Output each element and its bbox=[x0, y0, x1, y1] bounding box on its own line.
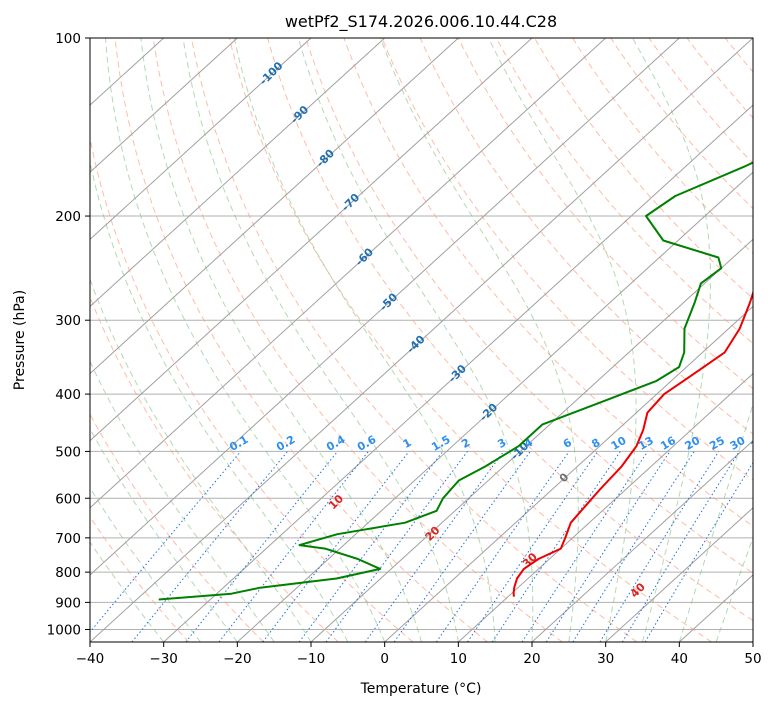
dry-adiabat bbox=[90, 515, 190, 642]
x-tick-label: 30 bbox=[597, 651, 614, 667]
isotherm-line bbox=[163, 104, 753, 642]
dry-adiabat bbox=[457, 38, 753, 390]
isotherm-line bbox=[90, 38, 533, 442]
y-tick-label: 200 bbox=[55, 209, 81, 225]
mixing-ratio-line bbox=[572, 451, 695, 642]
x-tick-label: 40 bbox=[671, 651, 688, 667]
dry-adiabat bbox=[305, 38, 753, 574]
x-tick-label: −30 bbox=[149, 651, 178, 667]
dry-adiabat bbox=[152, 38, 563, 642]
plot-area: -100-90-80-70-60-50-40-30-20-10010203040… bbox=[90, 38, 768, 642]
mixing-ratio-line bbox=[185, 451, 338, 642]
moist-adiabat bbox=[90, 159, 349, 642]
moist-adiabat bbox=[632, 38, 711, 642]
moist-adiabat bbox=[233, 38, 496, 642]
y-tick-label: 500 bbox=[55, 444, 81, 460]
moist-adiabat bbox=[297, 38, 534, 642]
isotherm-line bbox=[531, 439, 753, 642]
y-tick-label: 900 bbox=[55, 595, 81, 611]
plot-frame bbox=[89, 37, 754, 643]
isotherm-line bbox=[90, 38, 312, 241]
isotherm-line bbox=[605, 507, 753, 642]
isotherm-line bbox=[90, 38, 607, 509]
x-tick-label: −10 bbox=[297, 651, 326, 667]
y-tick-label: 600 bbox=[55, 491, 81, 507]
moist-adiabat bbox=[90, 486, 201, 642]
mixing-ratio-line bbox=[467, 451, 599, 642]
x-tick-label: 0 bbox=[380, 651, 389, 667]
dry-adiabat bbox=[495, 38, 753, 345]
mixing-ratio-line bbox=[131, 451, 288, 642]
y-tick-label: 800 bbox=[55, 565, 81, 581]
dewpoint-profile-line bbox=[158, 161, 753, 601]
mixing-ratio-line bbox=[393, 451, 531, 642]
x-tick-label: −40 bbox=[76, 651, 105, 667]
x-tick-label: −20 bbox=[223, 651, 252, 667]
mixing-ratio-line bbox=[621, 451, 740, 642]
dry-adiabat bbox=[190, 38, 638, 642]
dry-adiabat bbox=[90, 413, 264, 642]
isotherm-line bbox=[90, 38, 459, 375]
dry-adiabat bbox=[267, 38, 753, 622]
temperature-profile-line bbox=[512, 289, 753, 597]
y-tick-label: 400 bbox=[55, 387, 81, 403]
y-tick-label: 300 bbox=[55, 313, 81, 329]
y-axis-title: Pressure (hPa) bbox=[12, 290, 28, 390]
mixing-ratio-line bbox=[545, 451, 671, 642]
y-tick-label: 100 bbox=[55, 31, 81, 47]
moist-adiabat bbox=[105, 38, 386, 642]
isotherm-line bbox=[236, 171, 753, 642]
x-axis-title: Temperature (°C) bbox=[360, 681, 482, 697]
chart-title: wetPf2_S174.2026.006.10.44.C28 bbox=[285, 12, 557, 32]
dry-adiabat bbox=[229, 38, 712, 642]
isotherm-line bbox=[457, 372, 753, 642]
dry-adiabat bbox=[343, 38, 753, 527]
mixing-ratio-line bbox=[644, 461, 753, 642]
isotherm-line bbox=[384, 305, 753, 642]
x-tick-label: 50 bbox=[744, 651, 761, 667]
mixing-ratio-line bbox=[218, 451, 369, 642]
moist-adiabat bbox=[90, 427, 238, 642]
x-tick-label: 10 bbox=[450, 651, 467, 667]
mixing-ratio-label: 36 bbox=[748, 434, 768, 453]
isotherm-line bbox=[90, 38, 680, 576]
dry-adiabat bbox=[648, 38, 753, 165]
moist-adiabat bbox=[182, 38, 459, 642]
moist-adiabat bbox=[140, 38, 422, 642]
moist-adiabat bbox=[488, 38, 637, 642]
dry-adiabat bbox=[90, 135, 414, 642]
isotherm-line bbox=[90, 38, 753, 642]
dry-adiabat bbox=[419, 38, 753, 435]
y-tick-label: 700 bbox=[55, 531, 81, 547]
mixing-ratio-line bbox=[599, 451, 720, 642]
isotherm-line bbox=[90, 38, 386, 308]
isotherm-line bbox=[310, 238, 753, 642]
y-tick-label: 1000 bbox=[47, 622, 81, 638]
dry-adiabat bbox=[572, 38, 753, 255]
axes: −40 −30 −20 −10 0 10 20 30 40 50 100 200 300 400 500 60… bbox=[47, 31, 762, 667]
isotherm-line bbox=[90, 38, 238, 173]
x-tick-label: 20 bbox=[523, 651, 540, 667]
dry-adiabat bbox=[381, 38, 753, 481]
mixing-ratio-line bbox=[435, 451, 570, 642]
moist-adiabat bbox=[90, 541, 165, 642]
moist-adiabat bbox=[715, 536, 753, 642]
moist-adiabat bbox=[90, 360, 275, 642]
moist-adiabat bbox=[678, 402, 753, 642]
mixing-ratio-line bbox=[364, 451, 505, 642]
mixing-ratio-line bbox=[90, 451, 242, 633]
moist-adiabat bbox=[380, 38, 579, 642]
